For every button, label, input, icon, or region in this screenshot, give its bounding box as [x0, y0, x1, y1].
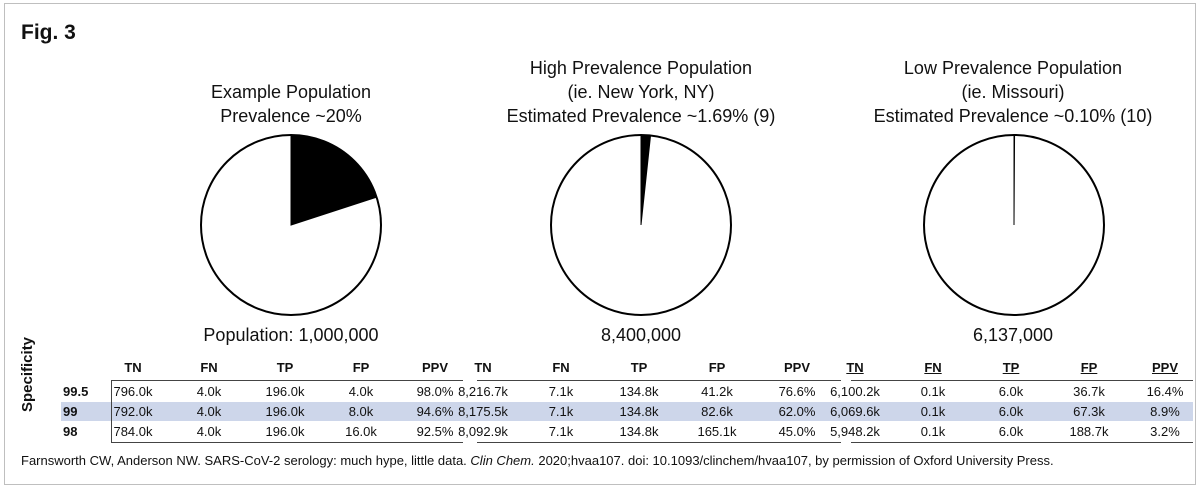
table-cell: 784.0k: [113, 424, 153, 439]
pie-1-title-line-2: Prevalence ~20%: [220, 106, 362, 126]
citation-details: 2020;hvaa107. doi: 10.1093/clinchem/hvaa…: [538, 453, 1054, 468]
pie-chart-1: [200, 134, 382, 316]
pie-2-population: 8,400,000: [600, 325, 682, 345]
column-header: PPV: [421, 360, 448, 375]
table-cell: 5,948.2k: [830, 424, 880, 439]
column-header: FN: [924, 360, 942, 375]
column-header: FP: [352, 360, 370, 375]
table-cell: 6.0k: [998, 384, 1024, 399]
table-cell: 7.1k: [548, 424, 574, 439]
column-header: FN: [200, 360, 218, 375]
pie-slice-positive: [640, 134, 652, 226]
table-cell: 796.0k: [113, 384, 153, 399]
table-cell: 792.0k: [113, 404, 153, 419]
pie-3-title: Low Prevalence Population (ie. Missouri)…: [863, 56, 1163, 128]
table-cell: 4.0k: [196, 384, 222, 399]
table-cell: 8,092.9k: [458, 424, 508, 439]
table-cell: 7.1k: [548, 404, 574, 419]
table-rule: [851, 442, 1193, 443]
table-cell: 67.3k: [1073, 404, 1105, 419]
table-cell: 4.0k: [348, 384, 374, 399]
pie-1-population: Population: 1,000,000: [203, 325, 379, 345]
pie-2-title-line-3: Estimated Prevalence ~1.69% (9): [506, 106, 776, 126]
table-cell: 7.1k: [548, 384, 574, 399]
table-cell: 94.6%: [416, 404, 454, 419]
table-cell: 8,216.7k: [458, 384, 508, 399]
table-cell: 165.1k: [697, 424, 737, 439]
column-header: TN: [474, 360, 492, 375]
citation-journal: Clin Chem.: [470, 453, 535, 468]
table-cell: 196.0k: [265, 384, 305, 399]
column-header: FP: [708, 360, 726, 375]
pie-3-title-line-2: (ie. Missouri): [961, 82, 1065, 102]
table-cell: 16.0k: [345, 424, 377, 439]
table-cell: 6,100.2k: [830, 384, 880, 399]
table-cell: 4.0k: [196, 424, 222, 439]
column-header: PPV: [783, 360, 810, 375]
pie-3-population: 6,137,000: [972, 325, 1054, 345]
table-cell: 0.1k: [920, 424, 946, 439]
table-cell: 134.8k: [619, 424, 659, 439]
table-cell: 0.1k: [920, 404, 946, 419]
table-cell: 76.6%: [778, 384, 816, 399]
table-left-rule: [111, 380, 112, 443]
column-header: PPV: [1151, 360, 1178, 375]
pie-3-title-line-3: Estimated Prevalence ~0.10% (10): [873, 106, 1153, 126]
table-cell: 3.2%: [1150, 424, 1180, 439]
table-cell: 134.8k: [619, 404, 659, 419]
pie-2-title: High Prevalence Population (ie. New York…: [491, 56, 791, 128]
citation-text: Farnsworth CW, Anderson NW. SARS-CoV-2 s…: [21, 453, 467, 468]
column-header: TP: [1002, 360, 1020, 375]
pie-3-title-line-1: Low Prevalence Population: [903, 58, 1123, 78]
specificity-row-label: 99: [63, 404, 78, 419]
table-cell: 92.5%: [416, 424, 454, 439]
table-cell: 0.1k: [920, 384, 946, 399]
specificity-row-label: 99.5: [63, 384, 89, 399]
table-cell: 4.0k: [196, 404, 222, 419]
table-cell: 16.4%: [1146, 384, 1184, 399]
table-cell: 8.9%: [1150, 404, 1180, 419]
table-cell: 36.7k: [1073, 384, 1105, 399]
column-header: TN: [846, 360, 864, 375]
pie-1-title-line-1: Example Population: [210, 82, 372, 102]
pie-slice-positive: [290, 134, 378, 226]
pie-2-title-line-1: High Prevalence Population: [529, 58, 753, 78]
table-cell: 45.0%: [778, 424, 816, 439]
figure-label: Fig. 3: [21, 21, 76, 44]
citation: Farnsworth CW, Anderson NW. SARS-CoV-2 s…: [21, 453, 1054, 468]
column-header: TP: [630, 360, 648, 375]
table-cell: 82.6k: [701, 404, 733, 419]
pie-slice-positive: [1013, 134, 1016, 226]
column-header: TP: [276, 360, 294, 375]
pie-chart-2: [550, 134, 732, 316]
table-cell: 41.2k: [701, 384, 733, 399]
column-header: FP: [1080, 360, 1098, 375]
table-cell: 8.0k: [348, 404, 374, 419]
table-rule: [851, 380, 1193, 381]
table-rule: [111, 380, 463, 381]
table-cell: 98.0%: [416, 384, 454, 399]
table-cell: 6.0k: [998, 404, 1024, 419]
pie-chart-3: [923, 134, 1105, 316]
table-rule: [477, 380, 841, 381]
column-header: TN: [124, 360, 142, 375]
table-cell: 62.0%: [778, 404, 816, 419]
table-rule: [477, 442, 841, 443]
pie-1-title: Example Population Prevalence ~20%: [141, 80, 441, 128]
table-cell: 196.0k: [265, 424, 305, 439]
table-cell: 188.7k: [1069, 424, 1109, 439]
table-cell: 134.8k: [619, 384, 659, 399]
column-header: FN: [552, 360, 570, 375]
figure-frame: Fig. 3 Example Population Prevalence ~20…: [4, 3, 1196, 485]
table-cell: 6.0k: [998, 424, 1024, 439]
table-cell: 8,175.5k: [458, 404, 508, 419]
specificity-axis-label: Specificity: [19, 336, 36, 412]
specificity-row-label: 98: [63, 424, 78, 439]
table-rule: [111, 442, 463, 443]
table-cell: 6,069.6k: [830, 404, 880, 419]
table-highlight-row: [61, 402, 1193, 421]
pie-2-title-line-2: (ie. New York, NY): [567, 82, 715, 102]
table-cell: 196.0k: [265, 404, 305, 419]
